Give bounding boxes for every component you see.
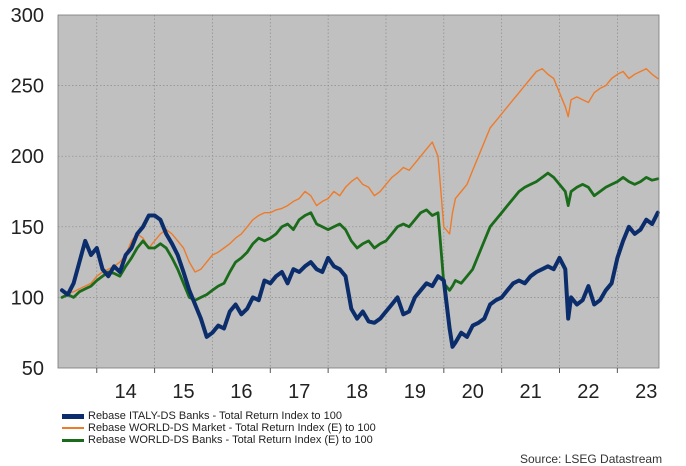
x-tick-label: 17 <box>288 381 310 403</box>
x-axis: 14 15 16 17 18 19 20 21 22 23 <box>96 368 657 403</box>
y-axis: 50 100 150 200 250 300 <box>11 5 44 380</box>
legend-item-italy-banks: Rebase ITALY-DS Banks - Total Return Ind… <box>62 410 376 422</box>
y-tick-label: 250 <box>11 76 44 98</box>
y-tick-label: 300 <box>11 5 44 27</box>
x-tick-label: 19 <box>404 381 426 403</box>
grid-lines <box>58 15 659 368</box>
legend-label-world-market: Rebase WORLD-DS Market - Total Return In… <box>88 422 376 434</box>
x-tick-label: 16 <box>230 381 252 403</box>
x-tick-label: 21 <box>519 381 541 403</box>
legend-item-world-market: Rebase WORLD-DS Market - Total Return In… <box>62 422 376 434</box>
legend-swatch-world-banks <box>62 438 84 442</box>
x-tick-label: 22 <box>577 381 599 403</box>
legend-label-world-banks: Rebase WORLD-DS Banks - Total Return Ind… <box>88 434 373 446</box>
source-note: Source: LSEG Datastream <box>520 452 663 466</box>
x-tick-label: 18 <box>346 381 368 403</box>
x-tick-label: 14 <box>115 381 137 403</box>
plot-area <box>58 15 659 368</box>
series-line-world-banks <box>60 171 660 302</box>
x-tick-label: 23 <box>635 381 657 403</box>
legend-item-world-banks: Rebase WORLD-DS Banks - Total Return Ind… <box>62 434 376 446</box>
series-layer <box>57 14 660 369</box>
legend-swatch-italy-banks <box>62 413 84 419</box>
y-tick-label: 200 <box>11 146 44 168</box>
legend: Rebase ITALY-DS Banks - Total Return Ind… <box>62 410 376 446</box>
y-tick-label: 50 <box>22 358 44 380</box>
y-tick-label: 150 <box>11 217 44 239</box>
series-line-italy-banks <box>60 210 660 349</box>
x-tick-label: 20 <box>462 381 484 403</box>
plot-frame <box>57 14 660 369</box>
legend-label-italy-banks: Rebase ITALY-DS Banks - Total Return Ind… <box>88 410 342 422</box>
y-tick-label: 100 <box>11 287 44 309</box>
x-tick-label: 15 <box>172 381 194 403</box>
legend-swatch-world-market <box>62 427 84 429</box>
